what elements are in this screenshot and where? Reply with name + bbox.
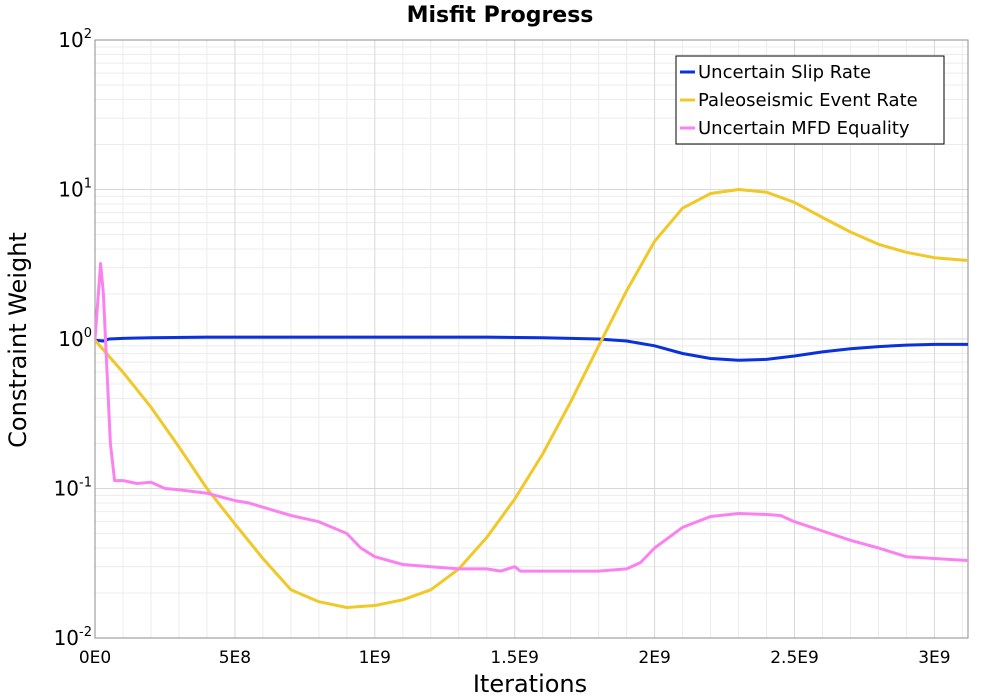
- x-tick-label: 0E0: [79, 648, 111, 668]
- legend-box: [675, 55, 945, 145]
- x-axis-label: Iterations: [473, 670, 587, 698]
- y-tick-label: 100: [58, 326, 92, 351]
- x-tick-label: 3E9: [918, 648, 950, 668]
- legend-label-uncertain-mfd-equality: Uncertain MFD Equality: [698, 118, 910, 139]
- minor-gridlines: [95, 40, 968, 638]
- x-tick-label: 1.5E9: [490, 648, 539, 668]
- y-tick-label: 10-2: [54, 625, 92, 650]
- y-tick-label: 101: [58, 177, 92, 202]
- plot-layer: 0E0 5E8 1E9 1.5E9 2E9 2.5E9 3E910-210-11001011…: [54, 27, 969, 668]
- x-tick-label: 2.5E9: [770, 648, 819, 668]
- chart-title: Misfit Progress: [407, 3, 594, 28]
- x-tick-labels: 0E0 5E8 1E9 1.5E9 2E9 2.5E9 3E9: [79, 648, 951, 668]
- y-tick-label: 10-1: [54, 476, 92, 501]
- legend-label-paleoseismic-event-rate: Paleoseismic Event Rate: [698, 90, 918, 111]
- legend: Uncertain Slip Rate Paleoseismic Event Ra…: [675, 55, 945, 145]
- x-tick-label: 5E8: [219, 648, 251, 668]
- series-lines: [95, 188, 968, 609]
- series-line-uncertain-mfd-equality: [95, 262, 968, 573]
- y-axis-label: Constraint Weight: [4, 232, 32, 448]
- series-line-uncertain-slip-rate: [95, 335, 968, 362]
- x-tick-label: 1E9: [359, 648, 391, 668]
- y-tick-labels: 10-2 10-1 100 101 102: [54, 27, 92, 650]
- y-tick-label: 102: [58, 27, 92, 52]
- series-line-paleoseismic-event-rate: [95, 188, 968, 609]
- x-tick-label: 2E9: [638, 648, 670, 668]
- legend-label-uncertain-slip-rate: Uncertain Slip Rate: [698, 62, 871, 83]
